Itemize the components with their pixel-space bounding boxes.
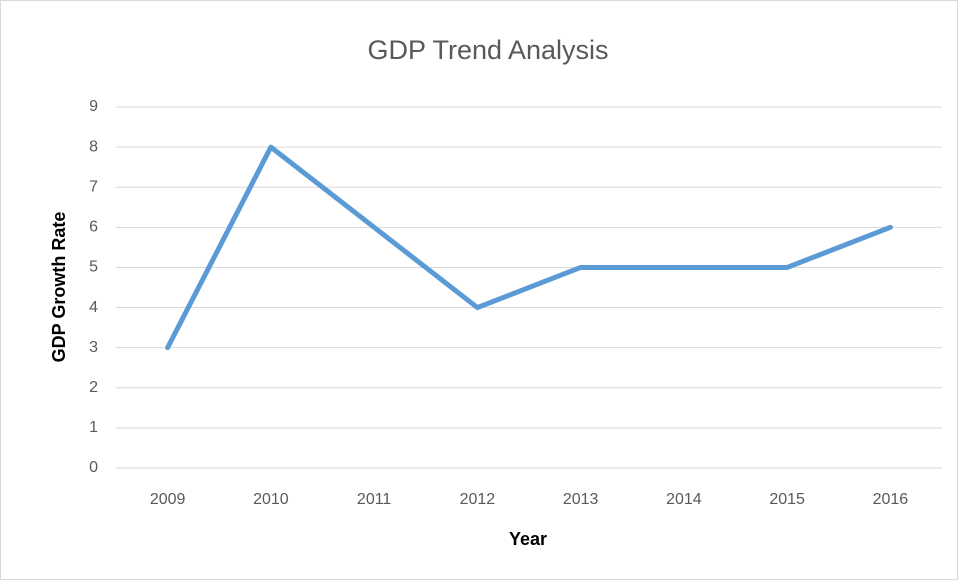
x-tick-label: 2014 xyxy=(666,491,702,508)
y-tick-label: 3 xyxy=(89,339,98,356)
x-tick-label: 2016 xyxy=(873,491,909,508)
x-tick-label: 2009 xyxy=(150,491,186,508)
x-tick-label: 2011 xyxy=(357,491,392,508)
y-tick-label: 9 xyxy=(89,98,98,115)
x-axis-label: Year xyxy=(509,529,547,549)
x-tick-label: 2013 xyxy=(563,491,599,508)
y-tick-label: 5 xyxy=(89,259,98,276)
y-tick-label: 6 xyxy=(89,219,98,236)
chart-title: GDP Trend Analysis xyxy=(367,35,608,65)
y-tick-label: 8 xyxy=(89,138,98,155)
y-axis-label: GDP Growth Rate xyxy=(49,212,69,363)
data-line xyxy=(165,144,893,351)
x-tick-label: 2010 xyxy=(253,491,289,508)
x-tick-label: 2012 xyxy=(460,491,496,508)
y-tick-label: 1 xyxy=(89,419,98,436)
y-tick-label: 7 xyxy=(89,178,98,195)
y-tick-label: 0 xyxy=(89,459,98,476)
y-tick-label: 4 xyxy=(89,299,98,316)
y-tick-label: 2 xyxy=(89,379,98,396)
x-tick-label: 2015 xyxy=(769,491,805,508)
